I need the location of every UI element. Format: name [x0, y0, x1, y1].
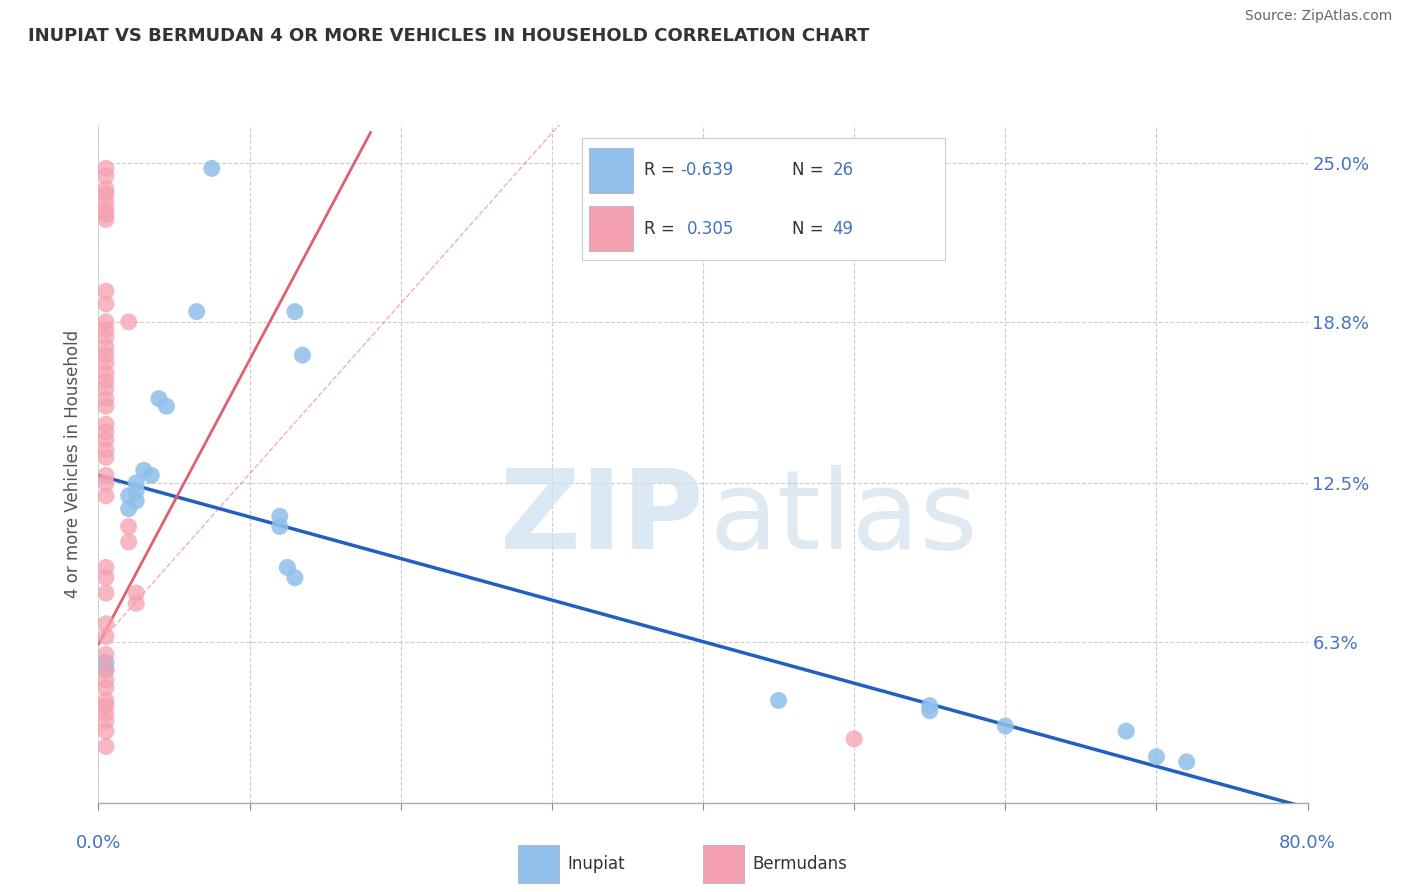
- Point: [94, 739, 117, 754]
- Point: [94, 322, 117, 336]
- Text: ZIP: ZIP: [499, 465, 703, 572]
- Point: [94, 374, 117, 388]
- Point: [284, 571, 307, 585]
- Point: [94, 571, 117, 585]
- Point: [94, 663, 117, 677]
- Point: [1115, 724, 1137, 739]
- Point: [94, 366, 117, 380]
- Point: [94, 194, 117, 209]
- Point: [94, 330, 117, 344]
- Point: [118, 519, 141, 533]
- Text: 80.0%: 80.0%: [1279, 834, 1336, 852]
- Point: [94, 207, 117, 221]
- Y-axis label: 4 or more Vehicles in Household: 4 or more Vehicles in Household: [65, 330, 83, 598]
- Point: [94, 616, 117, 631]
- Point: [768, 693, 790, 707]
- Point: [94, 381, 117, 395]
- Point: [269, 509, 291, 524]
- Point: [94, 681, 117, 695]
- Point: [94, 673, 117, 687]
- Point: [276, 560, 298, 574]
- Point: [118, 489, 141, 503]
- Point: [94, 202, 117, 217]
- Point: [94, 698, 117, 713]
- Point: [132, 463, 155, 477]
- Text: atlas: atlas: [709, 465, 977, 572]
- Point: [125, 586, 148, 600]
- Point: [125, 494, 148, 508]
- Point: [94, 706, 117, 721]
- Point: [94, 586, 117, 600]
- Point: [94, 560, 117, 574]
- Point: [94, 392, 117, 406]
- Text: Source: ZipAtlas.com: Source: ZipAtlas.com: [1244, 9, 1392, 23]
- Point: [844, 731, 866, 746]
- Point: [94, 341, 117, 355]
- Point: [284, 304, 307, 318]
- Point: [118, 315, 141, 329]
- Point: [94, 724, 117, 739]
- Point: [269, 519, 291, 533]
- Point: [94, 284, 117, 298]
- Point: [94, 417, 117, 432]
- Point: [94, 399, 117, 413]
- Point: [118, 501, 141, 516]
- Point: [94, 169, 117, 183]
- Point: [201, 161, 224, 176]
- Point: [94, 433, 117, 447]
- Point: [94, 182, 117, 196]
- Point: [918, 698, 941, 713]
- Point: [94, 161, 117, 176]
- Point: [94, 315, 117, 329]
- Point: [94, 693, 117, 707]
- Point: [94, 212, 117, 227]
- Point: [94, 297, 117, 311]
- Point: [141, 468, 163, 483]
- Point: [94, 648, 117, 662]
- Point: [118, 534, 141, 549]
- Point: [94, 714, 117, 728]
- Point: [918, 704, 941, 718]
- Point: [94, 442, 117, 457]
- Point: [994, 719, 1017, 733]
- Point: [94, 468, 117, 483]
- Point: [94, 450, 117, 465]
- Point: [125, 596, 148, 610]
- Text: INUPIAT VS BERMUDAN 4 OR MORE VEHICLES IN HOUSEHOLD CORRELATION CHART: INUPIAT VS BERMUDAN 4 OR MORE VEHICLES I…: [28, 27, 869, 45]
- Point: [94, 356, 117, 370]
- Text: 0.0%: 0.0%: [76, 834, 121, 852]
- Point: [94, 186, 117, 201]
- Point: [94, 663, 117, 677]
- Point: [125, 476, 148, 491]
- Point: [94, 489, 117, 503]
- Point: [291, 348, 314, 362]
- Point: [1175, 755, 1198, 769]
- Point: [125, 483, 148, 498]
- Point: [94, 655, 117, 669]
- Point: [1144, 749, 1167, 764]
- Point: [94, 425, 117, 439]
- Point: [148, 392, 170, 406]
- Point: [94, 348, 117, 362]
- Point: [155, 399, 177, 413]
- Point: [186, 304, 208, 318]
- Point: [94, 630, 117, 644]
- Point: [94, 476, 117, 491]
